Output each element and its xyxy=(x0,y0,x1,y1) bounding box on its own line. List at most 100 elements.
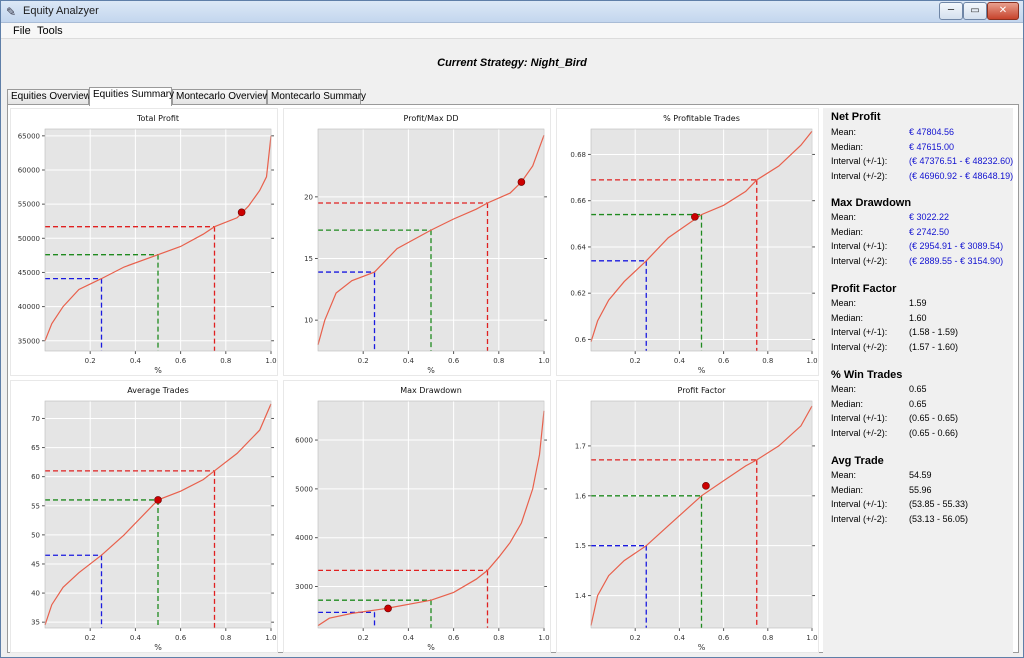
x-tick-label: 0.8 xyxy=(493,357,504,365)
y-tick-label: 35000 xyxy=(18,337,40,345)
close-button[interactable]: ✕ xyxy=(987,2,1019,20)
stat-label: Mean: xyxy=(831,298,857,308)
x-tick-label: 0.2 xyxy=(85,634,96,642)
strategy-point xyxy=(702,482,710,490)
stat-label: Interval (+/-1): xyxy=(831,241,888,251)
x-tick-label: 1.0 xyxy=(265,357,276,365)
y-tick-label: 55 xyxy=(31,502,40,510)
chart-title: Average Trades xyxy=(127,386,188,395)
stat-title-avg-trade: Avg Trade xyxy=(831,455,884,467)
stat-label: Interval (+/-1): xyxy=(831,499,888,509)
x-axis-label: % xyxy=(154,643,162,652)
plot-area xyxy=(45,401,271,628)
tab-montecarlo-overview[interactable]: Montecarlo Overview xyxy=(172,89,270,105)
y-tick-label: 0.62 xyxy=(570,290,586,298)
stat-label: Interval (+/-1): xyxy=(831,413,888,423)
stat-label: Median: xyxy=(831,399,864,409)
distribution-curve xyxy=(590,405,813,626)
y-tick-label: 40 xyxy=(31,590,40,598)
y-tick-label: 0.66 xyxy=(570,197,586,205)
window-title: Equity Analzyer xyxy=(23,5,99,17)
strategy-point xyxy=(384,604,392,613)
stat-title-net-profit: Net Profit xyxy=(831,111,881,123)
stat-value: (0.65 - 0.65) xyxy=(909,413,959,423)
stat-value: 1.60 xyxy=(909,313,927,323)
menu-tools[interactable]: Tools xyxy=(37,25,63,37)
current-strategy-label: Current Strategy: Night_Bird xyxy=(437,57,587,69)
x-tick-label: 0.4 xyxy=(674,357,686,365)
strategy-point xyxy=(517,178,526,186)
minimize-button[interactable]: ─ xyxy=(939,2,963,20)
stat-label: Interval (+/-1): xyxy=(831,327,888,337)
stat-value: (1.58 - 1.59) xyxy=(909,327,959,337)
y-tick-label: 55000 xyxy=(18,201,40,209)
stat-value: (€ 2889.55 - € 3154.90) xyxy=(909,256,1004,266)
chart-title: % Profitable Trades xyxy=(663,114,740,123)
y-tick-label: 5000 xyxy=(295,485,313,493)
x-tick-label: 1.0 xyxy=(538,357,549,365)
title-bar[interactable]: ✎ Equity Analzyer ─ ▭ ✕ xyxy=(1,1,1023,23)
stat-value: 0.65 xyxy=(909,384,927,394)
stat-value: 54.59 xyxy=(909,470,932,480)
stat-value: 0.65 xyxy=(909,399,927,409)
chart-panel: 0.2 0.4 0.6 0.8 1.0 0.6 0.62 0.64 0.66 0.68 % Prof… xyxy=(556,108,819,376)
x-tick-label: 0.8 xyxy=(220,357,231,365)
x-tick-label: 0.4 xyxy=(403,357,415,365)
stat-value: (1.57 - 1.60) xyxy=(909,342,959,352)
tab-equities-overview[interactable]: Equities Overview xyxy=(7,89,91,105)
y-tick-label: 4000 xyxy=(295,534,313,542)
x-tick-label: 0.2 xyxy=(630,357,641,365)
chart-title: Profit Factor xyxy=(678,386,727,395)
y-tick-label: 65000 xyxy=(18,132,40,140)
stat-value: (53.85 - 55.33) xyxy=(909,499,969,509)
stat-label: Interval (+/-1): xyxy=(831,156,888,166)
x-tick-label: 0.6 xyxy=(175,634,187,642)
y-tick-label: 50000 xyxy=(18,235,40,243)
x-axis-label: % xyxy=(427,366,435,375)
stat-value: € 47804.56 xyxy=(909,127,955,137)
x-tick-label: 0.6 xyxy=(718,634,730,642)
menu-file[interactable]: File xyxy=(13,25,31,37)
x-tick-label: 0.8 xyxy=(762,357,773,365)
strategy-point xyxy=(237,208,246,217)
plot-frame xyxy=(590,400,813,629)
chart-panel: 0.2 0.4 0.6 0.8 1.0 3000 4000 5000 6000 Max Drawd… xyxy=(283,380,551,653)
x-tick-label: 0.2 xyxy=(85,357,96,365)
stat-label: Median: xyxy=(831,227,864,237)
y-tick-label: 60 xyxy=(31,473,40,481)
chart-svg: 0.2 0.4 0.6 0.8 1.0 0.6 0.62 0.64 0.66 0.68 % Prof… xyxy=(570,114,817,375)
stat-value: € 3022.22 xyxy=(909,212,950,222)
stat-value: 1.59 xyxy=(909,298,927,308)
plot-area xyxy=(45,129,271,351)
stat-label: Interval (+/-2): xyxy=(831,256,888,266)
stat-value: (€ 2954.91 - € 3089.54) xyxy=(909,241,1004,251)
stat-value: € 47615.00 xyxy=(909,142,955,152)
y-tick-label: 35 xyxy=(31,619,40,627)
stat-label: Mean: xyxy=(831,470,857,480)
stat-label: Median: xyxy=(831,485,864,495)
x-tick-label: 1.0 xyxy=(538,634,549,642)
stat-value: (€ 46960.92 - € 48648.19) xyxy=(909,171,1014,181)
x-tick-label: 1.0 xyxy=(265,634,276,642)
stat-label: Interval (+/-2): xyxy=(831,428,888,438)
x-tick-label: 0.6 xyxy=(448,357,460,365)
menu-bar: File Tools xyxy=(1,23,1023,39)
stats-panel: Net Profit Mean: € 47804.56 Median: € 47… xyxy=(823,108,1013,653)
tab-equities-summary[interactable]: Equities Summary xyxy=(89,87,174,106)
stat-value: € 2742.50 xyxy=(909,227,950,237)
y-tick-label: 60000 xyxy=(18,166,40,174)
tab-montecarlo-summary[interactable]: Montecarlo Summary xyxy=(267,89,366,105)
x-tick-label: 0.6 xyxy=(718,357,730,365)
chart-title: Profit/Max DD xyxy=(404,114,459,123)
stat-label: Median: xyxy=(831,313,864,323)
chart-panel: 0.2 0.4 0.6 0.8 1.0 35000 40000 45000 50000 55000… xyxy=(10,108,278,376)
plot-frame xyxy=(44,128,272,352)
maximize-button[interactable]: ▭ xyxy=(963,2,987,20)
strategy-point xyxy=(154,496,162,504)
x-tick-label: 0.4 xyxy=(674,634,686,642)
y-tick-label: 1.5 xyxy=(575,542,586,550)
plot-frame xyxy=(44,400,272,629)
stat-label: Mean: xyxy=(831,384,857,394)
x-tick-label: 0.2 xyxy=(358,357,369,365)
y-tick-label: 20 xyxy=(304,193,313,201)
